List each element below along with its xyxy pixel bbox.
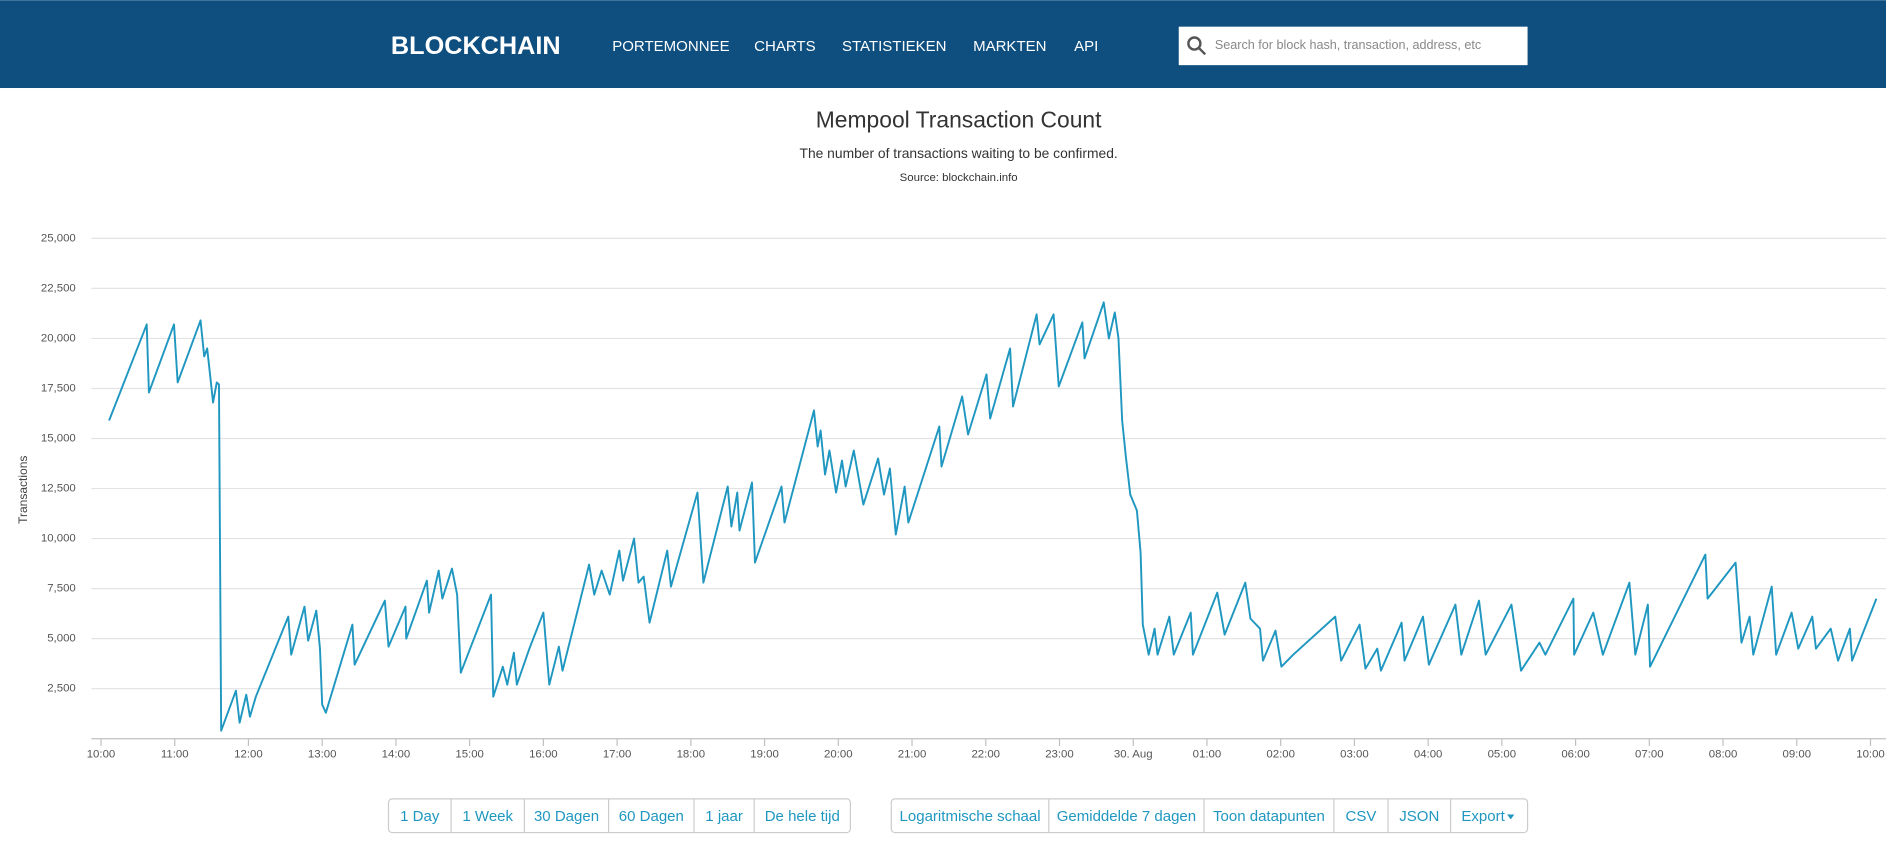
x-tick-label: 10:00 [87,748,116,760]
search-icon-handle [1198,47,1207,56]
header-bar [0,0,1886,89]
x-tick-label: 08:00 [1709,748,1738,760]
x-tick-label: 07:00 [1635,748,1664,760]
x-tick-label: 14:00 [382,748,411,760]
button-label[interactable]: 30 Dagen [534,808,599,825]
button-label[interactable]: Export [1461,808,1505,825]
y-tick-label: 17,500 [41,382,76,394]
x-tick-label: 06:00 [1561,748,1590,760]
chart-title: Mempool Transaction Count [816,107,1102,133]
button-label[interactable]: JSON [1399,808,1439,825]
button-label[interactable]: Toon datapunten [1213,808,1325,825]
x-tick-label: 12:00 [234,748,263,760]
y-tick-label: 15,000 [41,433,76,445]
x-tick-label: 23:00 [1045,748,1074,760]
search-icon [1187,36,1202,51]
logo[interactable]: BLOCKCHAIN [391,32,561,60]
x-tick-label: 01:00 [1193,748,1222,760]
chart-subtitle: The number of transactions waiting to be… [800,145,1118,161]
search-box[interactable] [1178,26,1528,66]
button-group [890,798,1529,834]
y-tick-label: 10,000 [41,533,76,545]
button-label[interactable]: Logaritmische schaal [900,808,1041,825]
x-tick-label: 30. Aug [1114,748,1153,760]
y-tick-label: 25,000 [41,232,76,244]
x-tick-label: 05:00 [1488,748,1517,760]
search-placeholder: Search for block hash, transaction, addr… [1215,38,1481,52]
nav-item[interactable]: API [1074,38,1098,55]
button-label[interactable]: CSV [1346,808,1377,825]
x-tick-label: 16:00 [529,748,558,760]
x-tick-label: 02:00 [1266,748,1295,760]
x-tick-label: 04:00 [1414,748,1443,760]
y-tick-label: 22,500 [41,282,76,294]
y-tick-label: 12,500 [41,483,76,495]
x-tick-label: 09:00 [1783,748,1812,760]
button-label[interactable]: 60 Dagen [619,808,684,825]
y-tick-label: 7,500 [47,583,76,595]
button-label[interactable]: 1 jaar [705,808,743,825]
chart-source: Source: blockchain.info [900,172,1018,184]
y-axis-label: Transactions [16,456,30,524]
nav-item[interactable]: STATISTIEKEN [842,38,947,55]
x-tick-label: 19:00 [750,748,779,760]
nav-item[interactable]: CHARTS [754,38,815,55]
data-line [108,301,1878,732]
x-tick-label: 11:00 [161,748,189,760]
dropdown-caret [1507,814,1515,820]
x-tick-label: 18:00 [677,748,706,760]
y-tick-label: 2,500 [47,683,76,695]
button-label[interactable]: Gemiddelde 7 dagen [1057,808,1196,825]
x-tick-label: 15:00 [455,748,484,760]
y-tick-label: 5,000 [47,633,76,645]
nav-item[interactable]: MARKTEN [973,38,1046,55]
x-tick-label: 21:00 [898,748,927,760]
nav-item[interactable]: PORTEMONNEE [612,38,729,55]
button-group [387,798,851,834]
x-tick-label: 13:00 [308,748,337,760]
x-tick-label: 20:00 [824,748,853,760]
button-label[interactable]: 1 Week [462,808,513,825]
button-label[interactable]: 1 Day [400,808,440,825]
x-tick-label: 17:00 [603,748,632,760]
x-tick-label: 10:00 [1856,748,1885,760]
y-tick-label: 20,000 [41,332,76,344]
x-tick-label: 22:00 [971,748,1000,760]
button-label[interactable]: De hele tijd [765,808,840,825]
x-tick-label: 03:00 [1340,748,1369,760]
